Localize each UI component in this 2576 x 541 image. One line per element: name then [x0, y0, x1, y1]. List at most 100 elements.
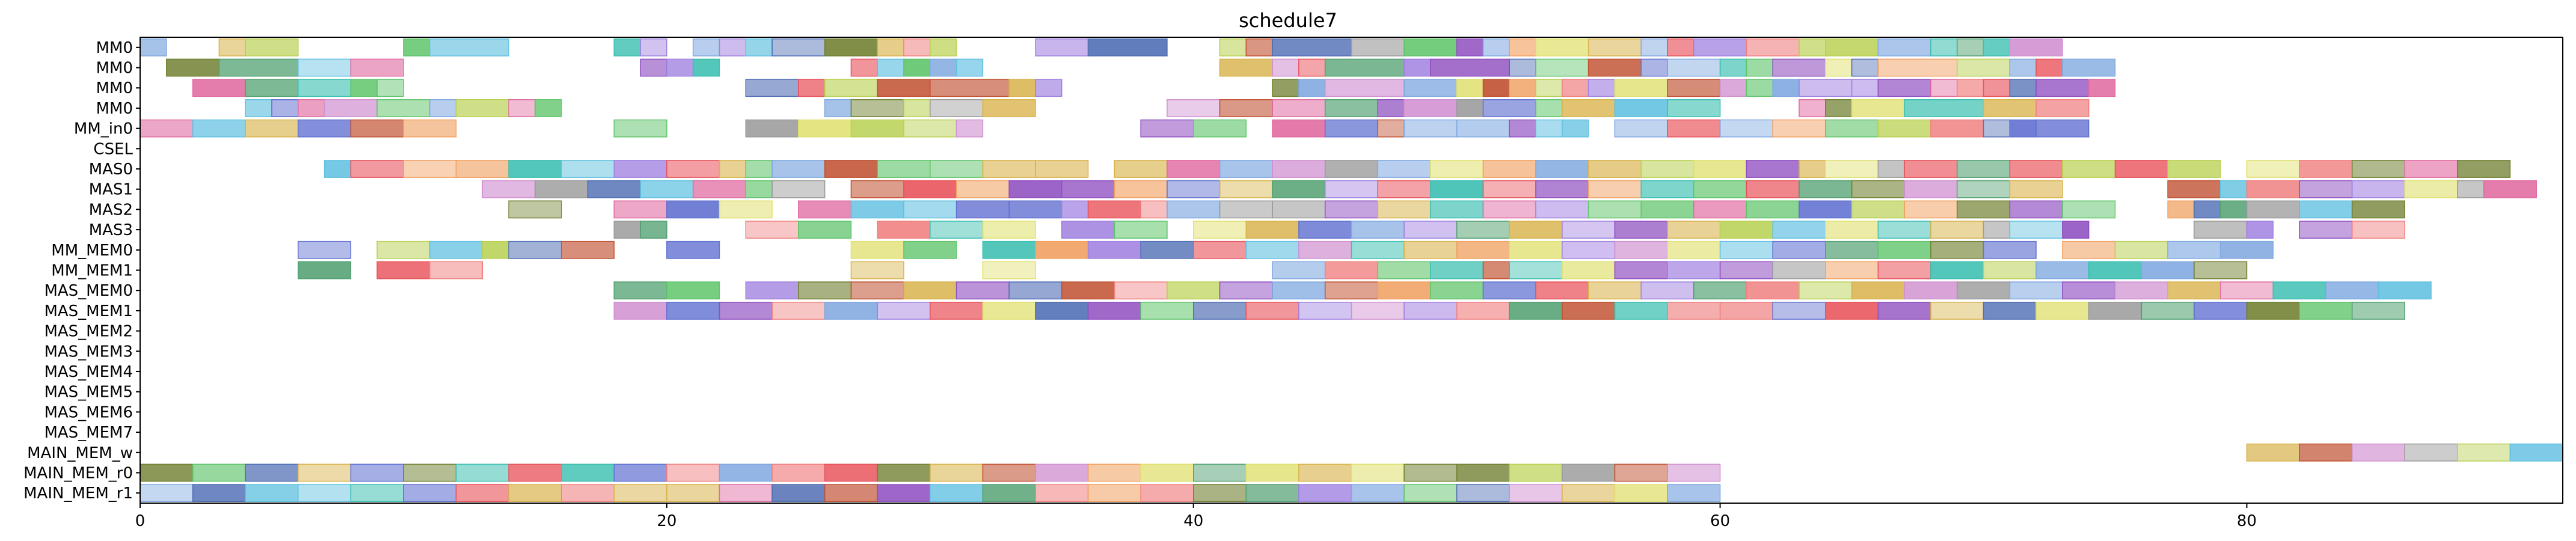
task-bar — [613, 463, 667, 482]
task-bar — [1008, 281, 1063, 300]
task-bar — [745, 180, 773, 198]
task-bar — [1640, 180, 1694, 198]
x-tick-label: 40 — [1183, 512, 1203, 530]
task-bar — [2062, 240, 2116, 259]
task-bar — [2299, 160, 2353, 178]
task-bar — [1272, 119, 1326, 138]
task-bar — [2009, 160, 2063, 178]
task-bar — [1298, 463, 1352, 482]
task-bar — [1403, 240, 1458, 259]
task-bar — [1140, 484, 1194, 503]
task-bar — [1825, 119, 1879, 138]
task-bar — [719, 463, 773, 482]
task-bar — [1719, 119, 1773, 138]
task-bar — [1877, 221, 1931, 239]
task-bar — [1272, 180, 1326, 198]
task-bar — [245, 119, 299, 138]
task-bar — [2246, 301, 2300, 320]
task-bar — [2246, 443, 2300, 462]
y-tick-label: MAS_MEM2 — [44, 323, 133, 341]
task-bar — [1245, 38, 1273, 57]
task-bar — [824, 99, 852, 117]
task-bar — [1983, 38, 2011, 57]
task-bar — [1825, 301, 1879, 320]
task-bar — [1430, 180, 1484, 198]
task-bar — [535, 180, 589, 198]
task-bar — [1535, 79, 1563, 97]
task-bar — [1377, 99, 1405, 117]
task-bar — [798, 119, 852, 138]
task-bar — [1087, 463, 1141, 482]
task-bar — [2299, 221, 2353, 239]
task-bar — [192, 484, 246, 503]
task-bar — [1851, 200, 1905, 219]
task-bar — [1509, 484, 1563, 503]
task-bar — [1403, 221, 1458, 239]
task-bar — [166, 58, 220, 77]
task-bar — [1140, 301, 1194, 320]
task-bar — [2457, 443, 2511, 462]
task-bar — [1930, 261, 1984, 280]
y-tick-label: MM_in0 — [74, 120, 133, 138]
task-bar — [1535, 200, 1589, 219]
task-bar — [2272, 281, 2326, 300]
task-bar — [298, 463, 352, 482]
task-bar — [2351, 221, 2405, 239]
task-bar — [1825, 221, 1879, 239]
task-bar — [1614, 463, 1668, 482]
task-bar — [1167, 99, 1221, 117]
task-bar — [640, 58, 667, 77]
task-bar — [2246, 200, 2300, 219]
task-bar — [1614, 99, 1668, 117]
task-bar — [824, 463, 878, 482]
task-bar — [1403, 58, 1431, 77]
y-tick-label: MAS1 — [89, 181, 133, 199]
task-bar — [1562, 99, 1616, 117]
task-bar — [1192, 119, 1247, 138]
task-bar — [1456, 99, 1484, 117]
task-bar — [376, 79, 404, 97]
task-bar — [1167, 281, 1221, 300]
y-tick-label: CSEL — [93, 140, 133, 158]
task-bar — [1772, 58, 1826, 77]
task-bar — [560, 160, 615, 178]
task-bar — [798, 79, 826, 97]
task-bar — [1509, 58, 1536, 77]
task-bar — [2114, 281, 2168, 300]
task-bar — [2062, 281, 2116, 300]
task-bar — [1509, 301, 1563, 320]
task-bar — [1272, 38, 1352, 57]
task-bar — [850, 58, 878, 77]
task-bar — [1825, 261, 1879, 280]
task-bar — [692, 38, 720, 57]
task-bar — [1562, 79, 1589, 97]
task-bar — [482, 240, 509, 259]
task-bar — [1587, 38, 1642, 57]
task-bar — [1219, 200, 1273, 219]
task-bar — [850, 119, 904, 138]
task-bar — [1877, 160, 1905, 178]
task-bar — [719, 160, 747, 178]
task-bar — [1298, 240, 1352, 259]
task-bar — [1403, 38, 1458, 57]
task-bar — [903, 200, 957, 219]
task-bar — [1324, 119, 1379, 138]
task-bar — [719, 301, 773, 320]
task-bar — [2194, 200, 2221, 219]
y-tick-label: MAIN_MEM_r0 — [23, 464, 133, 482]
task-bar — [1930, 79, 1958, 97]
task-bar — [877, 38, 904, 57]
task-bar — [298, 261, 352, 280]
task-bar — [455, 99, 509, 117]
task-bar — [1509, 240, 1563, 259]
task-bar — [1667, 240, 1721, 259]
task-bar — [2325, 281, 2379, 300]
task-bar — [745, 38, 773, 57]
y-tick-label: MAS_MEM7 — [44, 424, 133, 442]
task-bar — [1298, 58, 1326, 77]
task-bar — [403, 463, 457, 482]
task-bar — [1509, 463, 1563, 482]
task-bar — [1640, 58, 1668, 77]
task-bar — [1667, 58, 1721, 77]
task-bar — [930, 99, 984, 117]
